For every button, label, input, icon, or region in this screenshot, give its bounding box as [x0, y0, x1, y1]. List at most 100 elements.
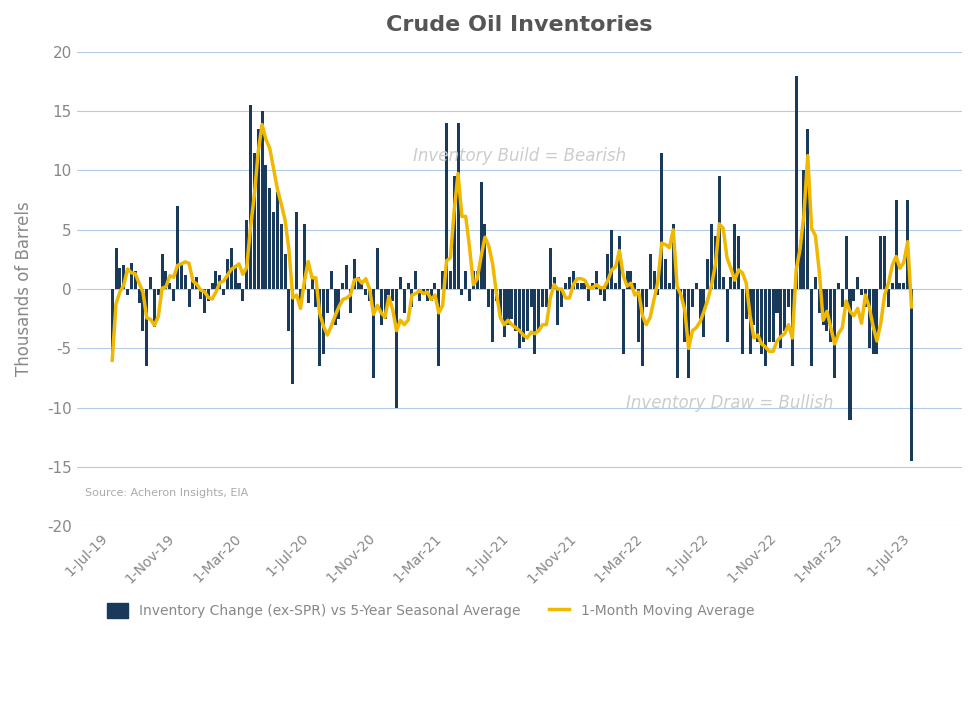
- Bar: [772, 289, 775, 342]
- Bar: [303, 224, 306, 289]
- Bar: [553, 277, 556, 289]
- Bar: [518, 289, 521, 348]
- Bar: [491, 289, 494, 342]
- Bar: [871, 289, 874, 355]
- Bar: [391, 289, 395, 301]
- Bar: [906, 200, 910, 289]
- Bar: [752, 289, 755, 325]
- Title: Crude Oil Inventories: Crude Oil Inventories: [386, 15, 653, 35]
- Bar: [495, 289, 498, 301]
- Bar: [195, 277, 198, 289]
- Bar: [564, 283, 567, 289]
- Bar: [572, 271, 574, 289]
- Bar: [279, 224, 282, 289]
- Bar: [568, 277, 571, 289]
- Bar: [322, 289, 325, 355]
- Bar: [583, 283, 586, 289]
- Line: 1-Month Moving Average: 1-Month Moving Average: [112, 125, 912, 360]
- Text: Inventory Draw = Bullish: Inventory Draw = Bullish: [625, 394, 832, 412]
- Bar: [591, 283, 594, 289]
- Bar: [211, 283, 214, 289]
- Bar: [349, 289, 352, 313]
- Bar: [560, 289, 564, 307]
- Y-axis label: Thousands of Barrels: Thousands of Barrels: [15, 201, 33, 377]
- Bar: [822, 289, 825, 325]
- Bar: [422, 289, 425, 295]
- Bar: [142, 289, 145, 330]
- Bar: [203, 289, 206, 313]
- Bar: [333, 289, 337, 325]
- Bar: [903, 283, 906, 289]
- Bar: [110, 289, 113, 360]
- Bar: [526, 289, 529, 330]
- Bar: [341, 283, 344, 289]
- Bar: [744, 289, 747, 319]
- Bar: [726, 289, 729, 342]
- Bar: [126, 289, 129, 295]
- Bar: [234, 266, 236, 289]
- Bar: [848, 289, 852, 419]
- Bar: [276, 192, 279, 289]
- Bar: [718, 177, 721, 289]
- Bar: [326, 289, 329, 313]
- Bar: [176, 206, 179, 289]
- Bar: [702, 289, 705, 337]
- Bar: [695, 283, 698, 289]
- Bar: [852, 289, 855, 301]
- Bar: [442, 271, 445, 289]
- Bar: [806, 129, 809, 289]
- Bar: [468, 289, 471, 301]
- Bar: [607, 253, 610, 289]
- Bar: [164, 271, 167, 289]
- Bar: [672, 224, 675, 289]
- Bar: [699, 289, 701, 319]
- Bar: [472, 271, 475, 289]
- Text: Inventory Build = Bearish: Inventory Build = Bearish: [413, 147, 626, 165]
- Bar: [134, 271, 137, 289]
- Bar: [679, 289, 682, 295]
- Bar: [122, 266, 125, 289]
- Bar: [218, 275, 222, 289]
- Bar: [438, 289, 441, 366]
- Bar: [345, 266, 348, 289]
- Bar: [706, 259, 709, 289]
- Bar: [480, 182, 483, 289]
- Bar: [617, 236, 621, 289]
- Bar: [257, 129, 260, 289]
- Bar: [283, 253, 286, 289]
- Bar: [660, 152, 663, 289]
- Bar: [180, 266, 183, 289]
- Bar: [633, 283, 636, 289]
- Bar: [319, 289, 321, 366]
- Bar: [541, 289, 544, 307]
- Bar: [357, 277, 360, 289]
- Bar: [802, 170, 805, 289]
- Bar: [149, 277, 152, 289]
- Bar: [668, 283, 671, 289]
- Bar: [406, 283, 409, 289]
- Bar: [875, 289, 878, 355]
- Bar: [226, 259, 229, 289]
- Bar: [368, 289, 371, 301]
- Bar: [710, 224, 713, 289]
- Bar: [506, 289, 510, 325]
- Bar: [272, 212, 276, 289]
- Bar: [748, 289, 751, 355]
- Bar: [790, 289, 794, 366]
- Bar: [448, 271, 452, 289]
- Bar: [299, 289, 302, 307]
- Bar: [261, 111, 264, 289]
- Bar: [153, 289, 156, 327]
- Bar: [311, 277, 314, 289]
- Bar: [172, 289, 175, 301]
- Bar: [460, 289, 463, 295]
- Bar: [249, 105, 252, 289]
- Bar: [502, 289, 506, 337]
- Bar: [826, 289, 828, 330]
- Bar: [399, 277, 402, 289]
- Bar: [253, 152, 256, 289]
- Bar: [530, 289, 532, 307]
- Bar: [730, 277, 733, 289]
- Bar: [794, 75, 797, 289]
- Bar: [191, 277, 194, 289]
